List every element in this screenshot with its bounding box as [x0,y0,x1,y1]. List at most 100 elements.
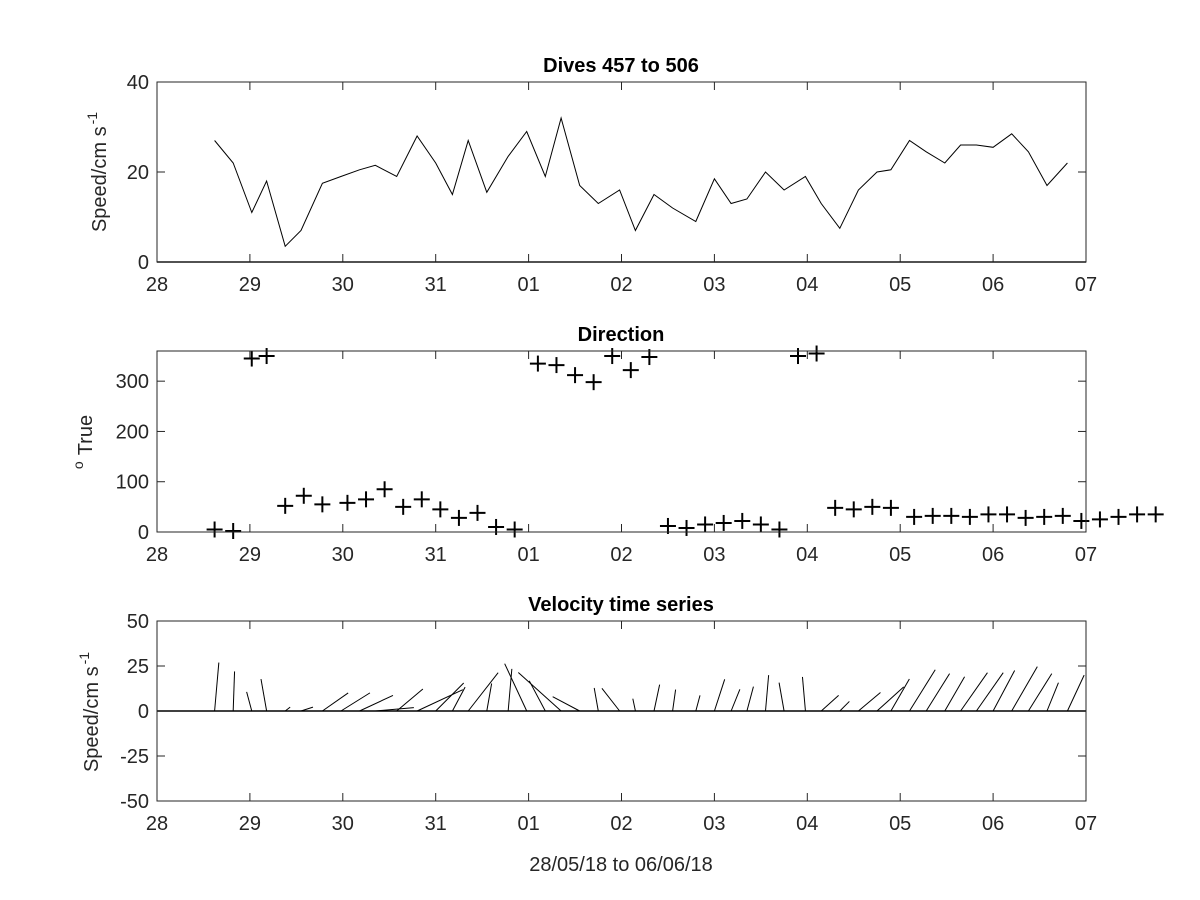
direction-point [715,514,732,531]
direction-point [999,506,1016,523]
velocity-stick [890,678,910,712]
direction-point [641,349,658,366]
speed-line [214,116,1068,248]
velocity-stick [944,676,966,712]
y-tick-label: 0 [138,522,149,544]
direction-ylabel-prefix: o [70,461,86,469]
velocity-stick [246,691,253,712]
direction-point [358,491,375,508]
direction-axes-frame [156,350,1087,533]
velocity-stick [858,692,881,712]
direction-point [413,491,430,508]
y-tick-label: -25 [120,746,149,768]
x-tick-label: 28 [146,274,168,296]
y-tick-label: 40 [127,72,149,94]
x-tick-label: 30 [332,274,354,296]
direction-point [432,501,449,518]
direction-point [376,481,393,498]
direction-point [697,516,714,533]
x-tick-label: 02 [610,274,632,296]
x-tick-label: 03 [703,813,725,835]
x-tick-label: 06 [982,813,1004,835]
velocity-stick [839,701,850,712]
direction-ylabel: o True [70,415,97,469]
velocity-stick [746,686,754,712]
velocity-stick [486,683,493,712]
velocity-stick [396,688,424,712]
x-tick-label: 30 [332,544,354,566]
direction-point [752,516,769,533]
speed-panel: Dives 457 to 506 Speed/cm s-1 28 29 30 31 01… [84,55,1097,296]
direction-point [450,509,467,526]
direction-point [1054,507,1071,524]
direction-point [1147,506,1164,523]
x-tick-label: 05 [889,274,911,296]
x-tick-label: 29 [239,813,261,835]
x-tick-label: 31 [425,544,447,566]
x-tick-label: 31 [425,813,447,835]
direction-point [395,498,412,515]
direction-ylabel-text: True [75,415,97,455]
velocity-stick [876,686,905,712]
velocity-stick [451,686,466,712]
direction-point [225,522,242,539]
velocity-ticks: 28 29 30 31 01 02 03 04 05 06 07 -50 -25 0 25 50 [120,611,1097,835]
velocity-stick [300,706,314,712]
x-tick-label: 29 [239,274,261,296]
direction-point [277,497,294,514]
velocity-ylabel-text: Speed/cm s [81,666,103,772]
velocity-stick [435,682,465,712]
direction-point [206,521,223,538]
direction-point [882,499,899,516]
velocity-stick [214,662,220,712]
speed-axes-frame [156,81,1087,263]
x-tick-label: 07 [1075,813,1097,835]
velocity-stick [1011,666,1038,712]
direction-point [1073,512,1090,529]
speed-ylabel-sup: -1 [84,112,100,125]
direction-point [258,348,275,365]
x-tick-label: 01 [517,274,539,296]
direction-panel: Direction o True 28 29 30 31 01 02 03 04 05 06 07 0 1… [70,324,1164,566]
velocity-axes-frame [156,620,1087,802]
direction-markers [206,345,1164,539]
direction-point [827,499,844,516]
velocity-stick [801,676,806,712]
x-tick-label: 07 [1075,274,1097,296]
velocity-stick [909,669,936,712]
direction-point [314,496,331,513]
direction-point [1017,509,1034,526]
velocity-title: Velocity time series [528,594,714,616]
x-tick-label: 03 [703,544,725,566]
velocity-stick [528,680,546,712]
velocity-stick [1027,673,1053,712]
direction-title: Direction [578,324,665,346]
direction-point [506,521,523,538]
x-tick-label: 01 [517,813,539,835]
x-tick-label: 31 [425,274,447,296]
velocity-stick [778,682,785,712]
direction-point [790,348,807,365]
velocity-stick [416,689,464,712]
x-tick-label: 02 [610,813,632,835]
speed-title: Dives 457 to 506 [543,55,699,77]
velocity-stick [992,670,1016,712]
direction-point [529,355,546,372]
direction-point [488,518,505,535]
speed-ticks: 28 29 30 31 01 02 03 04 05 06 07 0 20 40 [127,72,1097,296]
velocity-stick [322,692,349,712]
velocity-stick [284,706,291,712]
y-tick-label: 0 [138,252,149,274]
direction-point [1110,508,1127,525]
velocity-xlabel: 28/05/18 to 06/06/18 [529,854,713,876]
y-tick-label: -50 [120,791,149,813]
x-tick-label: 03 [703,274,725,296]
direction-point [659,517,676,534]
velocity-stick [232,671,236,712]
x-tick-label: 05 [889,544,911,566]
direction-ticks: 28 29 30 31 01 02 03 04 05 06 07 0 100 200 300 [116,351,1097,566]
direction-point [295,487,312,504]
velocity-stick [975,672,1004,712]
y-tick-label: 20 [127,162,149,184]
x-tick-label: 01 [517,544,539,566]
